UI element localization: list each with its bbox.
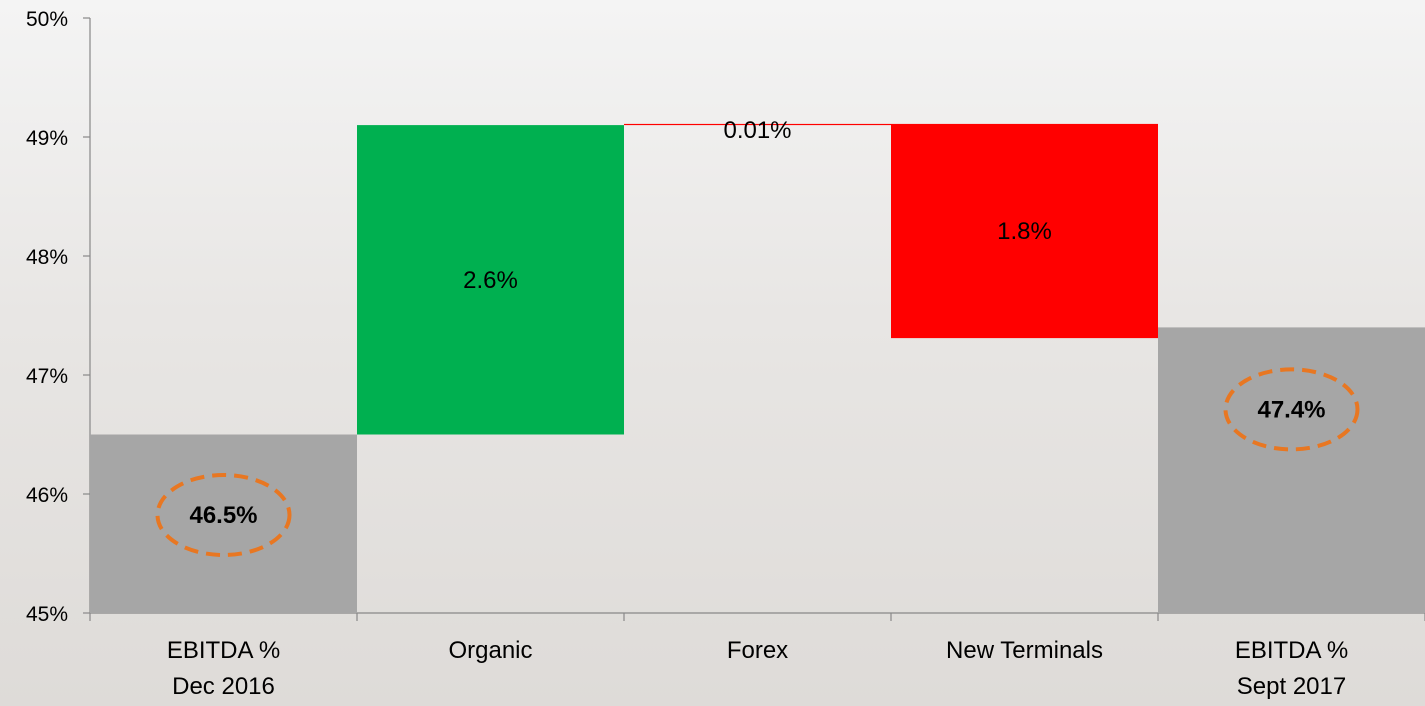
value-label: 0.01% [723, 117, 791, 144]
chart: 45% 46% 47% 48% 49% 50% EBITDA %Dec 2016 46.5% O… [0, 0, 1425, 706]
value-label: 1.8% [997, 218, 1052, 245]
y-tick-label: 49% [26, 127, 68, 150]
y-tick-label: 48% [26, 246, 68, 269]
x-tick-label: Forex [727, 637, 788, 664]
value-label: 46.5% [189, 502, 257, 529]
value-label: 47.4% [1257, 396, 1325, 423]
x-tick-label: EBITDA %Dec 2016 [167, 637, 280, 700]
y-tick-label: 50% [26, 8, 68, 31]
y-tick-label: 45% [26, 603, 68, 626]
page: {"chart_data": {"type": "waterfall", "ca… [0, 0, 1425, 706]
value-label: 2.6% [463, 267, 518, 294]
y-tick-label: 47% [26, 365, 68, 388]
x-tick-label: New Terminals [946, 637, 1103, 664]
x-tick-label: EBITDA %Sept 2017 [1235, 637, 1348, 700]
y-tick-label: 46% [26, 484, 68, 507]
x-tick-label: Organic [448, 637, 532, 664]
